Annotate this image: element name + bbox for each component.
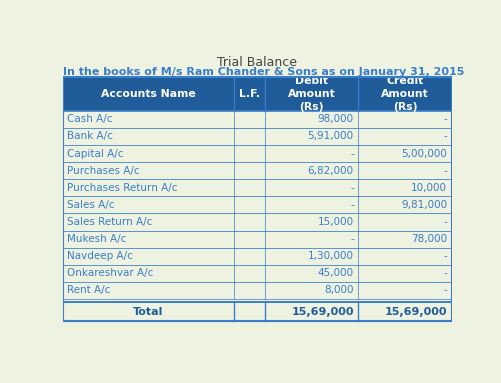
FancyBboxPatch shape [63, 196, 451, 213]
Text: Purchases A/c: Purchases A/c [67, 166, 140, 176]
Text: -: - [349, 234, 353, 244]
Text: -: - [349, 149, 353, 159]
Text: Purchases Return A/c: Purchases Return A/c [67, 183, 177, 193]
Text: Credit
Amount
(Rs): Credit Amount (Rs) [380, 76, 428, 112]
FancyBboxPatch shape [63, 282, 451, 299]
Text: 98,000: 98,000 [317, 115, 353, 124]
Text: Accounts Name: Accounts Name [101, 89, 195, 99]
Text: Rent A/c: Rent A/c [67, 285, 111, 295]
Text: 6,82,000: 6,82,000 [307, 166, 353, 176]
Text: 15,69,000: 15,69,000 [384, 306, 446, 316]
Text: 45,000: 45,000 [317, 268, 353, 278]
Text: Sales A/c: Sales A/c [67, 200, 115, 210]
Text: Onkareshvar A/c: Onkareshvar A/c [67, 268, 153, 278]
Text: 8,000: 8,000 [324, 285, 353, 295]
Text: Cash A/c: Cash A/c [67, 115, 113, 124]
Text: Bank A/c: Bank A/c [67, 131, 113, 141]
Text: -: - [442, 131, 446, 141]
FancyBboxPatch shape [63, 179, 451, 196]
Text: 10,000: 10,000 [410, 183, 446, 193]
Text: Sales Return A/c: Sales Return A/c [67, 217, 152, 227]
FancyBboxPatch shape [63, 213, 451, 231]
FancyBboxPatch shape [63, 302, 451, 321]
Text: L.F.: L.F. [238, 89, 260, 99]
FancyBboxPatch shape [63, 77, 451, 111]
FancyBboxPatch shape [63, 145, 451, 162]
FancyBboxPatch shape [63, 128, 451, 145]
Text: Capital A/c: Capital A/c [67, 149, 124, 159]
Text: 5,00,000: 5,00,000 [400, 149, 446, 159]
Text: In the books of M/s Ram Chander & Sons as on January 31, 2015: In the books of M/s Ram Chander & Sons a… [63, 67, 463, 77]
FancyBboxPatch shape [63, 231, 451, 248]
Text: 5,91,000: 5,91,000 [307, 131, 353, 141]
Text: 9,81,000: 9,81,000 [400, 200, 446, 210]
FancyBboxPatch shape [63, 248, 451, 265]
Text: -: - [442, 251, 446, 261]
Text: -: - [349, 183, 353, 193]
Text: Trial Balance: Trial Balance [217, 56, 297, 69]
Text: Total: Total [133, 306, 163, 316]
Text: 78,000: 78,000 [410, 234, 446, 244]
Text: 15,69,000: 15,69,000 [291, 306, 353, 316]
Text: -: - [442, 268, 446, 278]
Text: -: - [442, 115, 446, 124]
Text: -: - [349, 200, 353, 210]
Text: -: - [442, 217, 446, 227]
Text: 1,30,000: 1,30,000 [307, 251, 353, 261]
Text: 15,000: 15,000 [317, 217, 353, 227]
Text: -: - [442, 285, 446, 295]
FancyBboxPatch shape [63, 162, 451, 179]
Text: Debit
Amount
(Rs): Debit Amount (Rs) [287, 76, 335, 112]
Text: Navdeep A/c: Navdeep A/c [67, 251, 133, 261]
FancyBboxPatch shape [63, 265, 451, 282]
Text: Mukesh A/c: Mukesh A/c [67, 234, 127, 244]
Text: -: - [442, 166, 446, 176]
FancyBboxPatch shape [63, 111, 451, 128]
